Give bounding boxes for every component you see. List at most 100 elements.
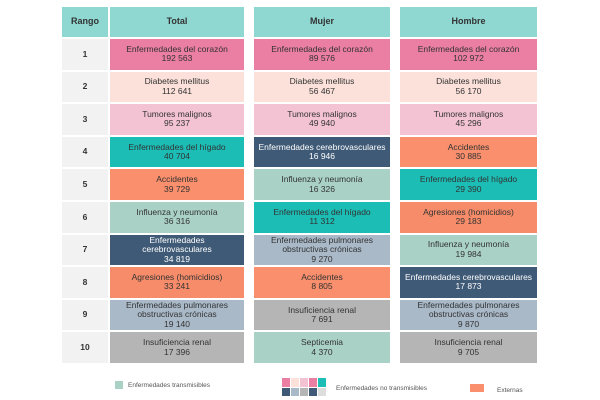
cause-cell: Enfermedades del hígado 40 704 xyxy=(110,136,244,168)
cause-label: Enfermedades cerebrovasculares xyxy=(142,234,212,255)
death-count: 19 984 xyxy=(455,248,482,259)
cause-cell: Insuficiencia renal 7 691 xyxy=(254,299,390,331)
cause-cell: Influenza y neumonía 19 984 xyxy=(400,234,537,266)
header-text: Total xyxy=(166,16,188,27)
header-text: Hombre xyxy=(451,16,486,27)
cause-label: Enfermedades cerebrovasculares xyxy=(258,141,386,152)
legend-swatch xyxy=(115,381,123,389)
death-count: 11 312 xyxy=(309,216,335,227)
cause-cell: Tumores malignos 49 940 xyxy=(254,104,390,135)
cause-label: Enfermedades del corazón xyxy=(417,43,520,54)
cause-cell: Influenza y neumonía 36 316 xyxy=(110,202,244,233)
cause-label: Influenza y neumonía xyxy=(427,239,510,250)
death-count: 39 729 xyxy=(164,183,190,194)
cause-label: Agresiones (homicidios) xyxy=(131,271,223,282)
death-count: 33 241 xyxy=(164,281,190,292)
death-count: 34 819 xyxy=(164,253,190,264)
cause-label: Insuficiencia renal xyxy=(434,337,503,348)
death-count: 4 370 xyxy=(311,346,333,357)
cause-cell: Enfermedades cerebrovasculares 34 819 xyxy=(110,234,244,266)
header-cell: Hombre xyxy=(400,7,537,37)
rank: 1 xyxy=(82,48,88,59)
death-count: 9 870 xyxy=(457,318,480,329)
cause-label: Diabetes mellitus xyxy=(289,76,355,87)
death-count: 16 326 xyxy=(309,183,335,194)
cause-label: Enfermedades pulmonares obstructivas cró… xyxy=(270,234,374,255)
cause-cell: Enfermedades del corazón 192 563 xyxy=(110,39,244,70)
header-text: Mujer xyxy=(309,16,334,27)
cause-cell: Enfermedades del corazón 102 972 xyxy=(400,39,537,70)
rank-cell: 6 xyxy=(62,202,108,233)
cause-cell: Insuficiencia renal 9 705 xyxy=(400,332,537,363)
cause-cell: Enfermedades pulmonares obstructivas cró… xyxy=(110,299,244,331)
legend-label: Enfermedades transmisibles xyxy=(128,382,211,389)
cause-cell: Diabetes mellitus 56 467 xyxy=(254,71,390,103)
cause-label: Influenza y neumonía xyxy=(281,174,363,185)
cause-label: Accidentes xyxy=(301,271,343,282)
death-count: 16 946 xyxy=(309,151,335,162)
cause-cell: Enfermedades pulmonares obstructivas cró… xyxy=(400,299,537,331)
cause-cell: Agresiones (homicidios) 33 241 xyxy=(110,267,244,298)
cause-label: Agresiones (homicidios) xyxy=(423,206,514,217)
cause-cell: Enfermedades pulmonares obstructivas cró… xyxy=(254,234,390,266)
death-count: 8 805 xyxy=(311,281,333,292)
cause-cell: Accidentes 39 729 xyxy=(110,169,244,200)
rank: 4 xyxy=(82,146,88,157)
header-cell: Total xyxy=(110,7,244,37)
cause-cell: Tumores malignos 45 296 xyxy=(400,104,537,135)
cause-label: Diabetes mellitus xyxy=(436,76,501,87)
cause-label: Enfermedades cerebrovasculares xyxy=(404,271,533,282)
legend-swatch-grid xyxy=(282,378,326,396)
death-count: 19 140 xyxy=(164,318,190,329)
cause-label: Enfermedades del hígado xyxy=(273,206,371,217)
death-count: 17 873 xyxy=(455,281,482,292)
cause-label: Tumores malignos xyxy=(142,108,212,119)
cause-cell: Enfermedades del corazón 89 576 xyxy=(254,39,390,70)
cause-cell: Influenza y neumonía 16 326 xyxy=(254,169,390,200)
death-count: 36 316 xyxy=(164,216,190,227)
cause-label: Diabetes mellitus xyxy=(144,76,210,87)
death-count: 192 563 xyxy=(161,53,193,64)
legend-label: Externas xyxy=(497,387,523,394)
cause-label: Enfermedades del hígado xyxy=(128,141,226,152)
rank-cell: 10 xyxy=(62,332,108,363)
cause-cell: Diabetes mellitus 56 170 xyxy=(400,71,537,103)
cause-label: Enfermedades del corazón xyxy=(126,43,228,54)
cause-label: Insuficiencia renal xyxy=(142,337,212,348)
legend-label: Enfermedades no transmisibles xyxy=(336,385,428,392)
rank-cell: 7 xyxy=(62,234,108,266)
death-count: 7 691 xyxy=(311,314,333,325)
cause-cell: Accidentes 8 805 xyxy=(254,267,390,298)
death-count: 17 396 xyxy=(164,346,190,357)
cause-label: Enfermedades pulmonares obstructivas cró… xyxy=(417,299,520,320)
rank-cell: 8 xyxy=(62,267,108,298)
death-count: 112 641 xyxy=(161,85,193,96)
rank: 8 xyxy=(82,276,88,287)
cause-cell: Accidentes 30 885 xyxy=(400,136,537,168)
death-count: 9 705 xyxy=(457,346,480,357)
rank: 6 xyxy=(82,211,88,222)
cause-label: Enfermedades del hígado xyxy=(419,174,518,185)
death-count: 56 170 xyxy=(455,85,482,96)
cause-cell: Agresiones (homicidios) 29 183 xyxy=(400,202,537,233)
death-count: 29 390 xyxy=(455,183,482,194)
death-count: 102 972 xyxy=(453,53,484,64)
rank: 3 xyxy=(82,113,88,124)
rank-cell: 5 xyxy=(62,169,108,200)
cause-cell: Enfermedades del hígado 29 390 xyxy=(400,169,537,200)
cause-label: Influenza y neumonía xyxy=(136,206,218,217)
cause-label: Accidentes xyxy=(447,141,490,152)
header-text: Rango xyxy=(71,16,99,27)
cause-label: Septicemia xyxy=(300,337,344,348)
rank-cell: 1 xyxy=(62,39,108,70)
death-count: 49 940 xyxy=(309,118,335,129)
death-count: 30 885 xyxy=(455,151,482,162)
cause-cell: Septicemia 4 370 xyxy=(254,332,390,363)
cause-label: Accidentes xyxy=(156,174,198,185)
cause-cell: Diabetes mellitus 112 641 xyxy=(110,71,244,103)
cause-cell: Enfermedades cerebrovasculares 16 946 xyxy=(254,136,390,168)
cause-cell: Tumores malignos 95 237 xyxy=(110,104,244,135)
cause-cell: Insuficiencia renal 17 396 xyxy=(110,332,244,363)
death-count: 95 237 xyxy=(164,118,190,129)
